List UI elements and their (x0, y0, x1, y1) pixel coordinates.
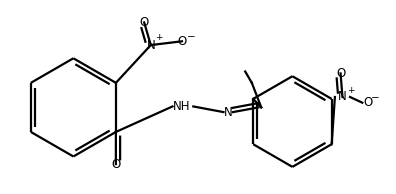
Text: O: O (139, 16, 149, 29)
Text: NH: NH (173, 100, 191, 113)
Text: +: + (154, 33, 162, 42)
Text: −: − (187, 32, 196, 42)
Text: N: N (224, 106, 232, 119)
Text: O: O (336, 67, 345, 80)
Text: +: + (347, 86, 355, 95)
Text: N: N (338, 90, 347, 104)
Text: N: N (147, 39, 155, 52)
Text: −: − (371, 93, 380, 103)
Text: O: O (177, 35, 187, 48)
Text: O: O (111, 158, 120, 171)
Text: O: O (363, 96, 373, 109)
